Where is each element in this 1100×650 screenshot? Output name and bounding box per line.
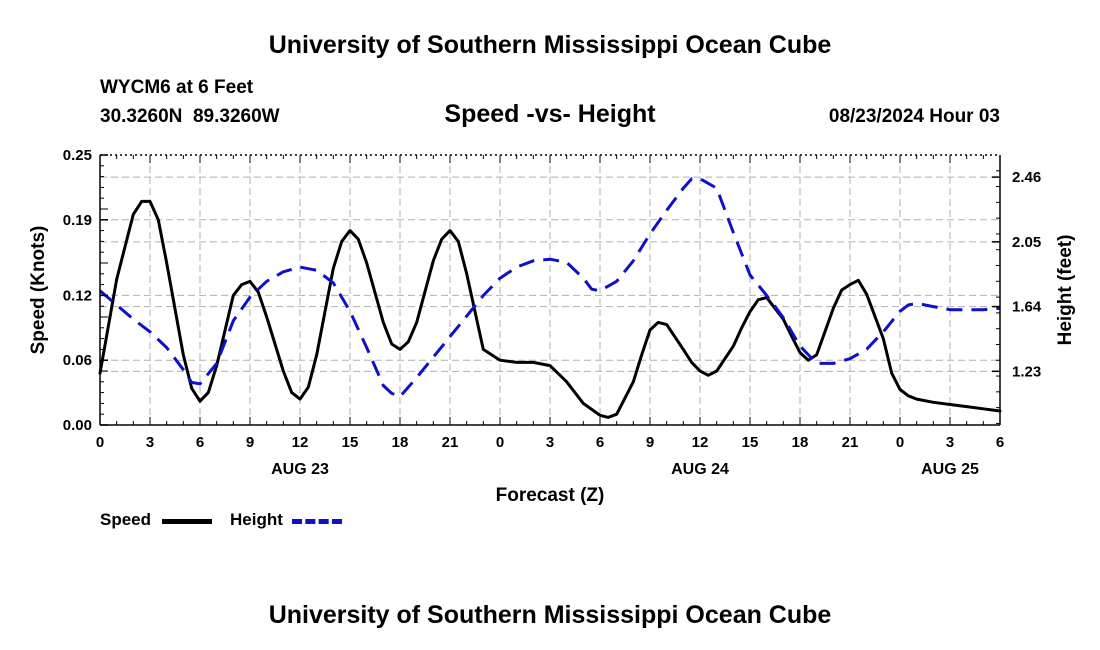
station-coords: 30.3260N 89.3260W xyxy=(100,106,280,127)
day-label: AUG 24 xyxy=(671,461,729,478)
height-series-line xyxy=(99,177,1001,399)
x-tick-label: 0 xyxy=(496,434,504,451)
x-tick-label: 6 xyxy=(196,434,204,451)
y2-tick-label: 2.46 xyxy=(1012,169,1041,186)
x-tick-label: 3 xyxy=(546,434,554,451)
day-label: AUG 25 xyxy=(921,461,979,478)
legend-speed-swatch xyxy=(162,519,212,524)
x-axis-label: Forecast (Z) xyxy=(496,485,605,506)
x-tick-label: 0 xyxy=(896,434,904,451)
x-tick-label: 3 xyxy=(146,434,154,451)
x-tick-label: 21 xyxy=(842,434,859,451)
x-tick-label: 6 xyxy=(596,434,604,451)
x-tick-label: 3 xyxy=(946,434,954,451)
y-tick-label: 0.00 xyxy=(63,417,92,434)
x-tick-label: 21 xyxy=(442,434,459,451)
y2-tick-label: 2.05 xyxy=(1012,234,1041,251)
chart-subtitle: Speed -vs- Height xyxy=(444,100,656,128)
day-label: AUG 23 xyxy=(271,461,329,478)
y-tick-label: 0.06 xyxy=(63,352,92,369)
forecast-datetime: 08/23/2024 Hour 03 xyxy=(828,106,1000,127)
legend-height-label: Height xyxy=(230,510,283,529)
y2-tick-label: 1.23 xyxy=(1012,363,1041,380)
y-tick-label: 0.25 xyxy=(63,147,92,164)
x-tick-label: 15 xyxy=(742,434,759,451)
footer-title: University of Southern Mississippi Ocean… xyxy=(268,601,832,629)
y2-axis-label: Height (feet) xyxy=(1055,235,1076,346)
legend-speed-label: Speed xyxy=(100,510,152,529)
series-layer xyxy=(98,177,1002,419)
station-label: WYCM6 at 6 Feet xyxy=(100,77,254,98)
legend-height-swatch xyxy=(292,519,342,524)
y2-tick-label: 1.64 xyxy=(1012,299,1042,316)
x-tick-label: 15 xyxy=(342,434,359,451)
x-tick-label: 12 xyxy=(292,434,309,451)
y-axis-label: Speed (Knots) xyxy=(28,226,49,355)
speed-series-line xyxy=(98,199,1002,419)
x-tick-label: 18 xyxy=(392,434,409,451)
x-tick-label: 9 xyxy=(646,434,654,451)
page-title: University of Southern Mississippi Ocean… xyxy=(268,31,832,59)
x-tick-label: 0 xyxy=(96,434,104,451)
x-tick-label: 6 xyxy=(996,434,1004,451)
x-tick-label: 18 xyxy=(792,434,809,451)
x-tick-label: 9 xyxy=(246,434,254,451)
x-tick-label: 12 xyxy=(692,434,709,451)
axis-ticks: 0 3 6 9 12 15 18 21 0 3 6 9 12 15 18 21 0 3 6 AUG 23 AUG 24 A… xyxy=(63,147,1042,478)
y-tick-label: 0.12 xyxy=(63,287,92,304)
y-tick-label: 0.19 xyxy=(63,212,92,229)
